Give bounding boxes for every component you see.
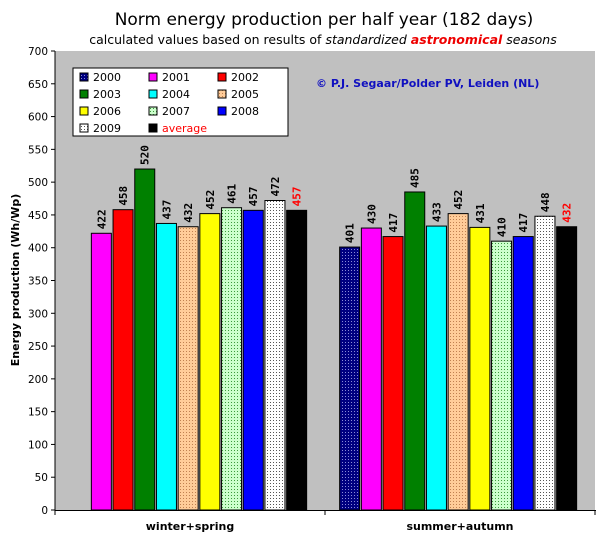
y-tick-label: 600 [28, 112, 48, 124]
credit-text: © P.J. Segaar/Polder PV, Leiden (NL) [316, 77, 539, 90]
bar-2000-summer-autumn [339, 246, 361, 511]
bar-2008-summer-autumn [512, 236, 534, 511]
x-category-label: winter+spring [146, 520, 234, 533]
value-label: 452 [204, 190, 217, 210]
legend-label: 2007 [162, 105, 190, 118]
legend-label: 2009 [93, 122, 121, 135]
bar-2007-winter-spring [221, 207, 243, 511]
legend-label: 2004 [162, 88, 190, 101]
bar-2003-summer-autumn [404, 191, 426, 511]
legend-swatch [217, 72, 227, 82]
subtitle-part: seasons [502, 32, 557, 47]
value-label: 431 [474, 203, 487, 223]
y-tick-label: 150 [28, 407, 48, 419]
y-tick-label: 200 [28, 374, 48, 386]
y-tick-label: 500 [28, 177, 48, 189]
legend: 2000 2001 2002 2003 2004 2005 2006 2007 2008 2009… [72, 67, 289, 137]
legend-swatch [79, 106, 89, 116]
value-label: 461 [226, 183, 239, 203]
x-category-label: summer+autumn [406, 520, 513, 533]
legend-swatch [148, 72, 158, 82]
legend-swatch [148, 106, 158, 116]
subtitle-part: calculated values based on results of [89, 32, 325, 47]
legend-label: average [162, 122, 207, 135]
bar-2002-winter-spring [112, 209, 134, 511]
value-labels: 422 458 520 437 432 452 461 457 472 457 401 430 417 4… [95, 145, 573, 243]
legend-swatch [217, 89, 227, 99]
y-tick-label: 550 [28, 144, 48, 156]
bar-average-summer-autumn [556, 226, 578, 511]
y-tick-label: 0 [41, 505, 48, 517]
value-label: 417 [517, 213, 530, 233]
y-axis-title: Energy production (Wh/Wp) [9, 194, 22, 366]
y-tick-label: 250 [28, 341, 48, 353]
value-label: 430 [365, 204, 378, 224]
legend-swatch [79, 89, 89, 99]
value-label: 457 [291, 186, 304, 206]
legend-swatch [79, 123, 89, 133]
chart-title: Norm energy production per half year (18… [115, 10, 534, 30]
legend-swatch [217, 106, 227, 116]
x-axis-categories: winter+spring summer+autumn [54, 510, 596, 533]
legend-label: 2001 [162, 71, 190, 84]
legend-label: 2008 [231, 105, 259, 118]
legend-swatch [148, 123, 158, 133]
legend-label: 2002 [231, 71, 259, 84]
bar-2008-winter-spring [242, 209, 264, 511]
value-label: 437 [160, 200, 173, 220]
subtitle-part: astronomical [411, 32, 503, 47]
value-label: 432 [182, 203, 195, 223]
value-label: 485 [409, 168, 422, 188]
value-label: 457 [247, 186, 260, 206]
legend-swatch [148, 89, 158, 99]
bar-2009-winter-spring [264, 200, 286, 511]
legend-box [72, 67, 289, 137]
bar-2003-winter-spring [134, 168, 156, 511]
value-label: 452 [452, 190, 465, 210]
value-label: 410 [496, 217, 509, 237]
bar-2006-summer-autumn [469, 226, 491, 511]
bar-2009-summer-autumn [534, 215, 556, 511]
legend-label: 2003 [93, 88, 121, 101]
y-axis-ticks: 0 50 100 150 200 250 300 350 400 450 500 550 600 650 7… [28, 46, 55, 517]
y-tick-label: 400 [28, 243, 48, 255]
bars [90, 168, 578, 511]
value-label: 458 [117, 186, 130, 206]
value-label: 432 [561, 203, 574, 223]
subtitle-part: standardized [325, 32, 406, 47]
value-label: 433 [430, 202, 443, 222]
legend-swatch [79, 72, 89, 82]
bar-2004-summer-autumn [425, 225, 447, 511]
value-label: 472 [269, 177, 282, 197]
y-tick-label: 350 [28, 276, 48, 288]
bar-average-winter-spring [286, 209, 308, 511]
bar-2001-winter-spring [90, 232, 112, 511]
legend-label: 2000 [93, 71, 121, 84]
y-tick-label: 100 [28, 439, 48, 451]
value-label: 417 [387, 213, 400, 233]
y-tick-label: 50 [35, 472, 48, 484]
legend-label: 2006 [93, 105, 121, 118]
bar-2004-winter-spring [155, 222, 177, 511]
value-label: 520 [139, 145, 152, 165]
value-label: 401 [344, 223, 357, 243]
legend-label: 2005 [231, 88, 259, 101]
y-tick-label: 650 [28, 79, 48, 91]
bar-2001-summer-autumn [360, 227, 382, 511]
bar-2005-winter-spring [177, 226, 199, 511]
bar-2002-summer-autumn [382, 236, 404, 511]
chart-subtitle: calculated values based on results of st… [89, 32, 557, 47]
y-tick-label: 450 [28, 210, 48, 222]
bar-2007-summer-autumn [491, 240, 513, 511]
y-tick-label: 300 [28, 308, 48, 320]
bar-2005-summer-autumn [447, 213, 469, 511]
y-tick-label: 700 [28, 46, 48, 58]
bar-2006-winter-spring [199, 213, 221, 511]
value-label: 448 [539, 192, 552, 212]
value-label: 422 [95, 209, 108, 229]
